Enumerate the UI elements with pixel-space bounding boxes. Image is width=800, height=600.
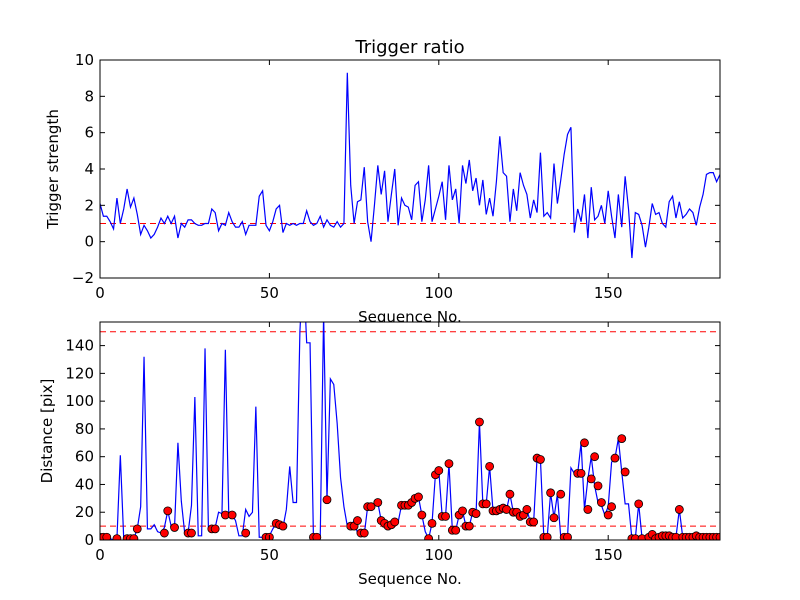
data-point-marker	[170, 523, 179, 532]
data-point-marker	[322, 495, 332, 505]
data-point-marker	[227, 510, 237, 520]
trigger-ratio-panel: Trigger ratio Sequence No. Trigger stren…	[44, 37, 721, 326]
data-point-marker	[546, 488, 556, 498]
x-tick-label: 0	[95, 284, 105, 302]
y-tick-label: 40	[75, 475, 94, 493]
x-tick-label: 150	[594, 546, 623, 564]
y-tick-label: 2	[84, 196, 94, 214]
data-point-marker	[549, 513, 559, 523]
data-point-marker	[132, 524, 142, 534]
y-tick-label: −2	[72, 269, 94, 287]
y-tick-label: 20	[75, 503, 94, 521]
data-point-marker	[390, 517, 400, 527]
data-point-marker	[458, 506, 467, 516]
threshold-line-group	[100, 331, 720, 527]
x-tick-label: 100	[424, 284, 453, 302]
data-point-marker	[417, 510, 427, 520]
data-point-marker	[353, 516, 362, 525]
data-point-marker	[620, 467, 630, 477]
data-point-marker	[634, 499, 644, 509]
data-point-marker	[414, 492, 423, 502]
data-point-marker	[434, 466, 444, 475]
data-point-marker	[542, 532, 552, 540]
data-point-marker	[373, 498, 383, 507]
plot-area-top	[100, 60, 720, 278]
series-line	[100, 72, 720, 259]
chart-title: Trigger ratio	[354, 37, 464, 58]
series-line-group	[100, 72, 720, 259]
data-point-marker	[505, 489, 515, 499]
data-point-marker	[441, 511, 450, 521]
data-point-marker	[163, 506, 173, 516]
x-tick-label: 50	[260, 546, 279, 564]
data-point-marker	[485, 462, 495, 471]
plot-frame-bottom	[99, 321, 721, 541]
data-point-marker	[580, 438, 589, 448]
y-axis-label-top: Trigger strength	[44, 109, 62, 230]
x-axis-label-bottom: Sequence No.	[358, 570, 462, 588]
data-point-marker	[556, 489, 566, 499]
data-point-marker	[475, 417, 484, 427]
data-point-marker	[590, 452, 600, 462]
data-point-marker	[187, 528, 196, 538]
data-point-marker	[312, 532, 322, 540]
y-tick-label: 8	[84, 87, 94, 105]
y-tick-label: 100	[65, 392, 94, 410]
x-tick-label: 0	[95, 546, 105, 564]
plot-frame-top	[99, 59, 721, 279]
marker-group	[100, 417, 720, 540]
data-point-marker	[607, 502, 616, 512]
y-tick-label: 0	[84, 531, 94, 549]
data-point-marker	[241, 528, 251, 538]
data-point-marker	[522, 505, 532, 514]
data-point-marker	[464, 521, 474, 531]
data-point-marker	[129, 534, 139, 540]
data-point-marker	[471, 509, 481, 519]
data-point-marker	[576, 468, 586, 478]
y-tick-label: 120	[65, 364, 94, 382]
x-tick-label: 100	[424, 546, 453, 564]
data-point-marker	[424, 534, 434, 540]
data-point-marker	[586, 474, 596, 484]
data-point-marker	[563, 532, 572, 540]
data-point-marker	[451, 525, 461, 535]
data-point-marker	[583, 505, 593, 514]
y-tick-label: 140	[65, 337, 94, 355]
data-point-marker	[278, 521, 288, 531]
data-point-marker	[481, 499, 491, 509]
data-point-marker	[102, 532, 112, 540]
y-tick-label: 0	[84, 233, 94, 251]
data-point-marker	[536, 455, 545, 464]
y-tick-label: 6	[84, 124, 94, 142]
data-point-marker	[444, 459, 454, 469]
data-point-marker	[674, 505, 684, 514]
tick-group-bottom: 0 50 100 150 0 20 40 60 80 100 120 140	[65, 322, 720, 564]
distance-panel: Sequence No. Distance [pix] 0 50 100 150 0 20…	[38, 321, 721, 588]
data-point-marker	[617, 434, 627, 444]
data-point-marker	[366, 502, 376, 512]
y-tick-label: 10	[75, 51, 94, 69]
y-tick-label: 80	[75, 420, 94, 438]
data-point-marker	[715, 532, 720, 540]
y-axis-label-bottom: Distance [pix]	[38, 379, 56, 484]
data-point-marker	[593, 481, 603, 491]
y-tick-label: 60	[75, 448, 94, 466]
data-point-marker	[603, 510, 613, 520]
x-tick-label: 150	[594, 284, 623, 302]
data-point-marker	[597, 498, 606, 507]
x-tick-label: 50	[260, 284, 279, 302]
data-point-marker	[210, 524, 220, 534]
data-point-marker	[112, 534, 122, 540]
y-tick-label: 4	[84, 160, 94, 178]
data-point-marker	[529, 517, 539, 527]
data-point-marker	[427, 518, 437, 528]
data-point-marker	[359, 528, 369, 538]
data-point-marker	[610, 453, 620, 463]
data-point-marker	[159, 528, 169, 538]
